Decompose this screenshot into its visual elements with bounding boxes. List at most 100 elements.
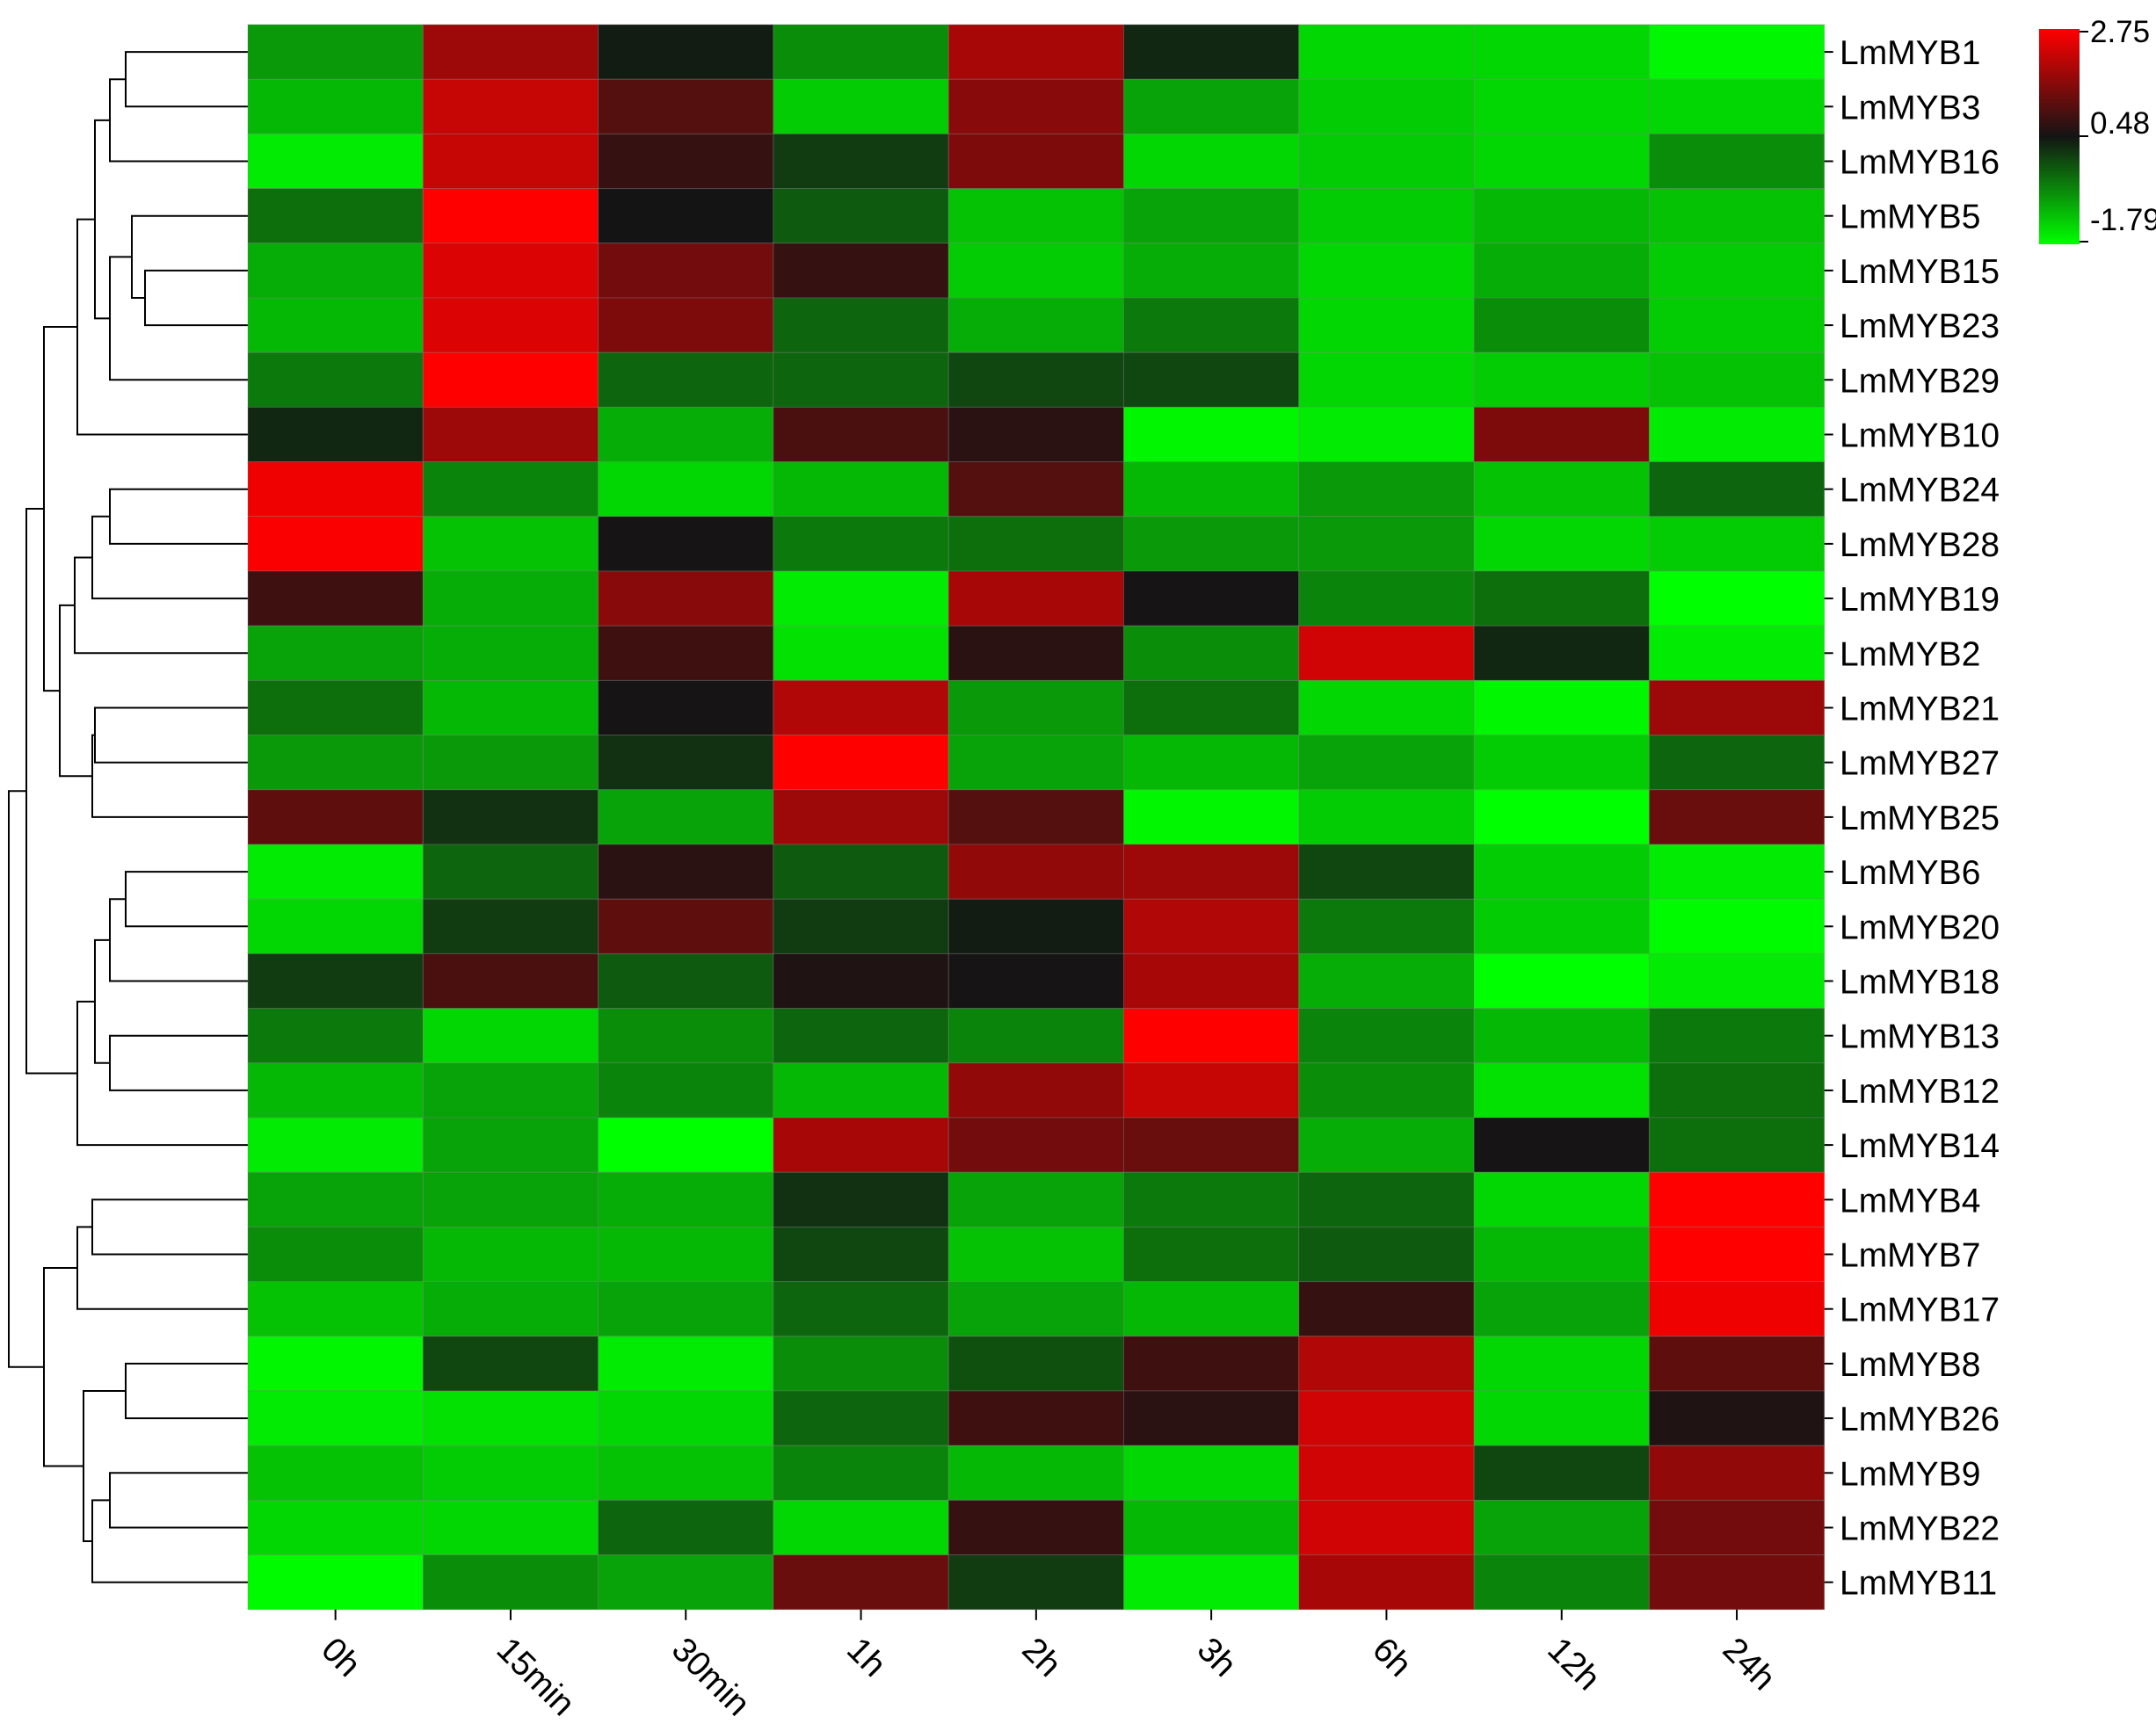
heatmap-cell-LmMYB1-12h [1473, 24, 1650, 80]
heatmap-cell-LmMYB4-1h [773, 1171, 949, 1228]
heatmap-cell-LmMYB5-15min [422, 188, 599, 244]
heatmap-cell-LmMYB8-6h [1298, 1336, 1475, 1392]
heatmap-cell-LmMYB18-30min [598, 952, 774, 1010]
row-label-LmMYB9: LmMYB9 [1840, 1455, 1980, 1493]
heatmap-cell-LmMYB18-24h [1648, 952, 1826, 1010]
heatmap-cell-LmMYB1-30min [598, 24, 774, 80]
heatmap-cell-LmMYB4-12h [1473, 1171, 1650, 1228]
heatmap-cell-LmMYB2-1h [773, 625, 949, 681]
heatmap-cell-LmMYB22-0h [247, 1499, 424, 1556]
heatmap-cell-LmMYB15-15min [422, 243, 599, 299]
heatmap-cell-LmMYB13-1h [773, 1008, 949, 1064]
heatmap-cell-LmMYB20-6h [1298, 898, 1475, 954]
column-labels: 0h 15min 30min 1h 2h 3h 6h 12h 24h [314, 1609, 1782, 1723]
heatmap-cell-LmMYB25-30min [598, 789, 774, 845]
heatmap-cell-LmMYB21-30min [598, 679, 774, 736]
heatmap-cell-LmMYB22-24h [1648, 1499, 1826, 1556]
dendrogram-branch [59, 604, 92, 778]
heatmap-cell-LmMYB11-30min [598, 1554, 774, 1611]
heatmap-cell-LmMYB8-3h [1123, 1336, 1300, 1392]
dendrogram-branch [76, 218, 248, 436]
heatmap-cell-LmMYB14-3h [1123, 1117, 1300, 1173]
dendrogram-branch [109, 78, 248, 163]
dendrogram-branch [109, 1472, 248, 1529]
dendrogram-branch [109, 898, 248, 982]
heatmap-cell-LmMYB7-1h [773, 1226, 949, 1283]
heatmap-cell-LmMYB7-12h [1473, 1226, 1650, 1283]
heatmap-cell-LmMYB18-3h [1123, 952, 1300, 1010]
heatmap-cell-LmMYB29-15min [422, 351, 599, 408]
heatmap-cell-LmMYB3-24h [1648, 78, 1826, 134]
heatmap-cell-LmMYB13-2h [947, 1008, 1124, 1064]
heatmap-cell-LmMYB19-6h [1298, 570, 1475, 626]
heatmap-cell-LmMYB15-30min [598, 243, 774, 299]
heatmap-cell-LmMYB10-2h [947, 406, 1124, 463]
heatmap-cell-LmMYB22-12h [1473, 1499, 1650, 1556]
column-label-0h: 0h [314, 1631, 367, 1684]
heatmap-cell-LmMYB22-30min [598, 1499, 774, 1556]
column-label-12h: 12h [1540, 1631, 1607, 1698]
heatmap-cell-LmMYB28-2h [947, 516, 1124, 572]
heatmap-cell-LmMYB5-2h [947, 188, 1124, 244]
heatmap-cell-LmMYB19-3h [1123, 570, 1300, 626]
row-label-LmMYB17: LmMYB17 [1840, 1292, 2000, 1329]
heatmap-cell-LmMYB24-3h [1123, 461, 1300, 518]
heatmap-cell-LmMYB10-6h [1298, 406, 1475, 463]
heatmap-cell-LmMYB20-15min [422, 898, 599, 954]
heatmap-cell-LmMYB15-24h [1648, 243, 1826, 299]
row-label-LmMYB10: LmMYB10 [1840, 417, 2000, 455]
column-label-3h: 3h [1190, 1631, 1244, 1684]
heatmap-cell-LmMYB10-0h [247, 406, 424, 463]
heatmap-cell-LmMYB29-3h [1123, 351, 1300, 408]
heatmap-cell-LmMYB25-1h [773, 789, 949, 845]
heatmap-cell-LmMYB6-0h [247, 844, 424, 900]
heatmap-cell-LmMYB12-1h [773, 1062, 949, 1119]
heatmap-cell-LmMYB16-12h [1473, 133, 1650, 190]
heatmap-cell-LmMYB2-6h [1298, 625, 1475, 681]
heatmap-cell-LmMYB1-0h [247, 24, 424, 80]
heatmap-cell-LmMYB28-3h [1123, 516, 1300, 572]
heatmap-cell-LmMYB3-2h [947, 78, 1124, 134]
row-label-LmMYB1: LmMYB1 [1840, 34, 1980, 72]
heatmap-cell-LmMYB17-1h [773, 1281, 949, 1337]
heatmap-cell-LmMYB9-2h [947, 1445, 1124, 1501]
heatmap-cell-LmMYB6-1h [773, 844, 949, 900]
heatmap-cell-LmMYB13-24h [1648, 1008, 1826, 1064]
heatmap-cell-LmMYB29-6h [1298, 351, 1475, 408]
heatmap-cell-LmMYB2-0h [247, 625, 424, 681]
heatmap-cell-LmMYB19-2h [947, 570, 1124, 626]
heatmap-cell-LmMYB28-30min [598, 516, 774, 572]
heatmap-cell-LmMYB26-30min [598, 1390, 774, 1446]
heatmap-cell-LmMYB17-30min [598, 1281, 774, 1337]
heatmap-cell-LmMYB9-3h [1123, 1445, 1300, 1501]
heatmap-cell-LmMYB21-24h [1648, 679, 1826, 736]
heatmap-cell-LmMYB20-0h [247, 898, 424, 954]
heatmap-cell-LmMYB28-0h [247, 516, 424, 572]
heatmap-cell-LmMYB15-1h [773, 243, 949, 299]
row-labels: LmMYB1 LmMYB3 LmMYB16 LmMYB5 LmMYB15 LmMYB23 L… [1824, 34, 2000, 1603]
heatmap-cell-LmMYB16-30min [598, 133, 774, 190]
row-label-LmMYB27: LmMYB27 [1840, 745, 2000, 783]
heatmap-cell-LmMYB13-30min [598, 1008, 774, 1064]
heatmap-cell-LmMYB2-15min [422, 625, 599, 681]
row-label-LmMYB13: LmMYB13 [1840, 1018, 2000, 1056]
heatmap-cell-LmMYB24-0h [247, 461, 424, 518]
heatmap-cell-LmMYB6-15min [422, 844, 599, 900]
heatmap-cell-LmMYB9-24h [1648, 1445, 1826, 1501]
row-label-LmMYB6: LmMYB6 [1840, 854, 1980, 892]
heatmap-cell-LmMYB22-15min [422, 1499, 599, 1556]
heatmap-cell-LmMYB17-12h [1473, 1281, 1650, 1337]
dendrogram-branch [91, 734, 248, 818]
heatmap-cell-LmMYB14-30min [598, 1117, 774, 1173]
heatmap-cell-LmMYB26-3h [1123, 1390, 1300, 1446]
heatmap-cell-LmMYB18-12h [1473, 952, 1650, 1010]
heatmap-cell-LmMYB21-3h [1123, 679, 1300, 736]
heatmap-cell-LmMYB23-0h [247, 297, 424, 353]
heatmap-cell-LmMYB1-6h [1298, 24, 1475, 80]
heatmap-cell-LmMYB20-3h [1123, 898, 1300, 954]
heatmap-cell-LmMYB3-3h [1123, 78, 1300, 134]
heatmap-cell-LmMYB5-24h [1648, 188, 1826, 244]
heatmap-cell-LmMYB12-12h [1473, 1062, 1650, 1119]
heatmap-cell-LmMYB11-1h [773, 1554, 949, 1611]
heatmap-cell-LmMYB24-30min [598, 461, 774, 518]
